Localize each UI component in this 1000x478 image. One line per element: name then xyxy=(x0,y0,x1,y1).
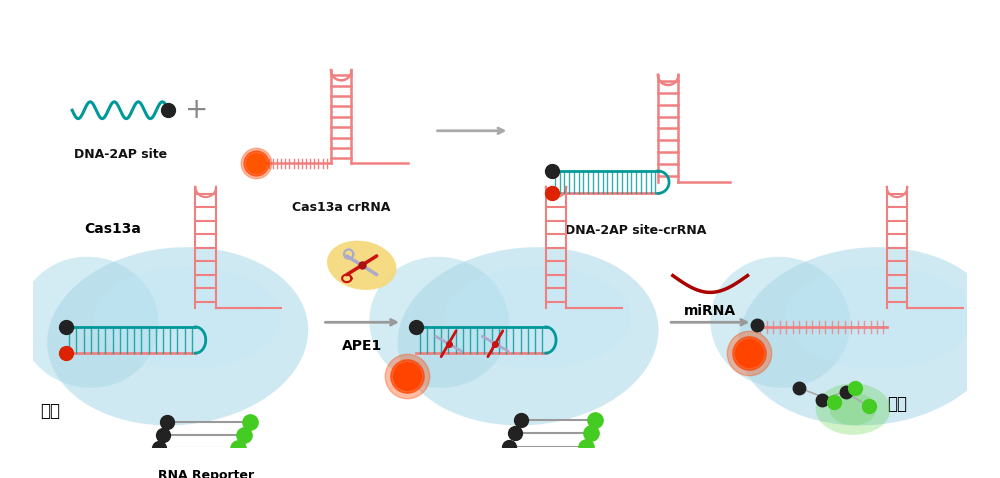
Text: miRNA: miRNA xyxy=(684,304,736,317)
Ellipse shape xyxy=(444,266,631,369)
Ellipse shape xyxy=(327,240,397,290)
Text: DNA-2AP site: DNA-2AP site xyxy=(74,148,167,161)
Ellipse shape xyxy=(398,247,659,425)
Ellipse shape xyxy=(19,257,159,388)
Text: Cas13a: Cas13a xyxy=(84,222,141,236)
Text: DNA-2AP site-crRNA: DNA-2AP site-crRNA xyxy=(565,224,706,237)
Ellipse shape xyxy=(830,393,876,425)
Ellipse shape xyxy=(47,247,308,425)
Text: Cas13a crRNA: Cas13a crRNA xyxy=(292,201,390,214)
Text: APE1: APE1 xyxy=(342,339,382,353)
Ellipse shape xyxy=(738,247,999,425)
Text: 激活: 激活 xyxy=(887,394,907,413)
Ellipse shape xyxy=(710,257,850,388)
Text: +: + xyxy=(185,96,208,124)
Text: RNA Reporter: RNA Reporter xyxy=(158,469,254,478)
Ellipse shape xyxy=(785,266,972,369)
Text: 失活: 失活 xyxy=(40,402,60,420)
Ellipse shape xyxy=(369,257,509,388)
Ellipse shape xyxy=(94,266,280,369)
Ellipse shape xyxy=(816,383,890,435)
